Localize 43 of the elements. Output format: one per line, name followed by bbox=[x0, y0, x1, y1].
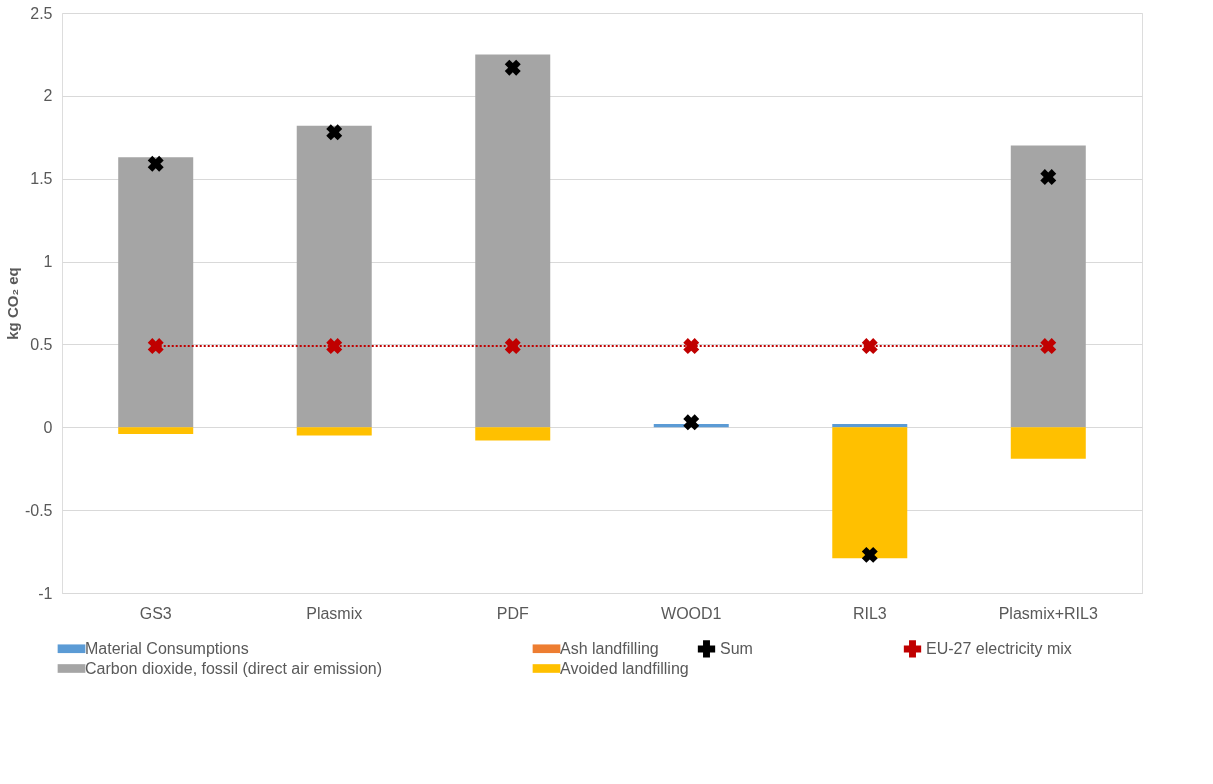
point bbox=[1040, 338, 1057, 355]
y-tick-label: 2 bbox=[43, 87, 53, 105]
x-tick-label: WOOD1 bbox=[661, 604, 722, 622]
point bbox=[861, 338, 878, 355]
bar bbox=[475, 54, 551, 428]
bar bbox=[832, 427, 908, 559]
x-tick-label: RIL3 bbox=[852, 604, 887, 622]
y-tick-label: 1 bbox=[43, 253, 53, 271]
point bbox=[861, 546, 878, 563]
y-tick-label: 2.5 bbox=[30, 4, 53, 22]
point bbox=[683, 414, 700, 431]
point bbox=[504, 59, 521, 76]
x-tick-label: Plasmix+RIL3 bbox=[998, 604, 1098, 622]
bar bbox=[1010, 145, 1086, 428]
point bbox=[326, 338, 343, 355]
bar bbox=[296, 427, 372, 436]
point bbox=[1040, 169, 1057, 186]
x-tick-label: GS3 bbox=[139, 604, 172, 622]
bar bbox=[832, 423, 908, 428]
y-tick-label: -1 bbox=[38, 584, 53, 602]
point bbox=[147, 338, 164, 355]
bar bbox=[475, 427, 551, 441]
bar bbox=[118, 427, 194, 434]
legend-label: Carbon dioxide, fossil (direct air emission) bbox=[85, 659, 382, 677]
point bbox=[326, 124, 343, 141]
legend-label: EU-27 electricity mix bbox=[926, 639, 1072, 657]
bar bbox=[296, 125, 372, 428]
bar bbox=[118, 157, 194, 428]
y-axis-title: kg CO₂ eq bbox=[3, 267, 21, 340]
point bbox=[683, 338, 700, 355]
legend-label: Sum bbox=[720, 639, 753, 657]
legend-label: Avoided landfilling bbox=[560, 659, 689, 677]
point bbox=[147, 155, 164, 172]
y-tick-label: 0 bbox=[43, 418, 53, 436]
legend-label: Material Consumptions bbox=[85, 639, 249, 657]
y-tick-label: 1.5 bbox=[30, 170, 53, 188]
y-tick-label: 0.5 bbox=[30, 335, 53, 353]
bar bbox=[1010, 427, 1086, 459]
point bbox=[504, 338, 521, 355]
x-tick-label: Plasmix bbox=[306, 604, 363, 622]
legend-label: Ash landfilling bbox=[560, 639, 659, 657]
x-tick-label: PDF bbox=[496, 604, 529, 622]
y-tick-label: -0.5 bbox=[24, 501, 53, 519]
